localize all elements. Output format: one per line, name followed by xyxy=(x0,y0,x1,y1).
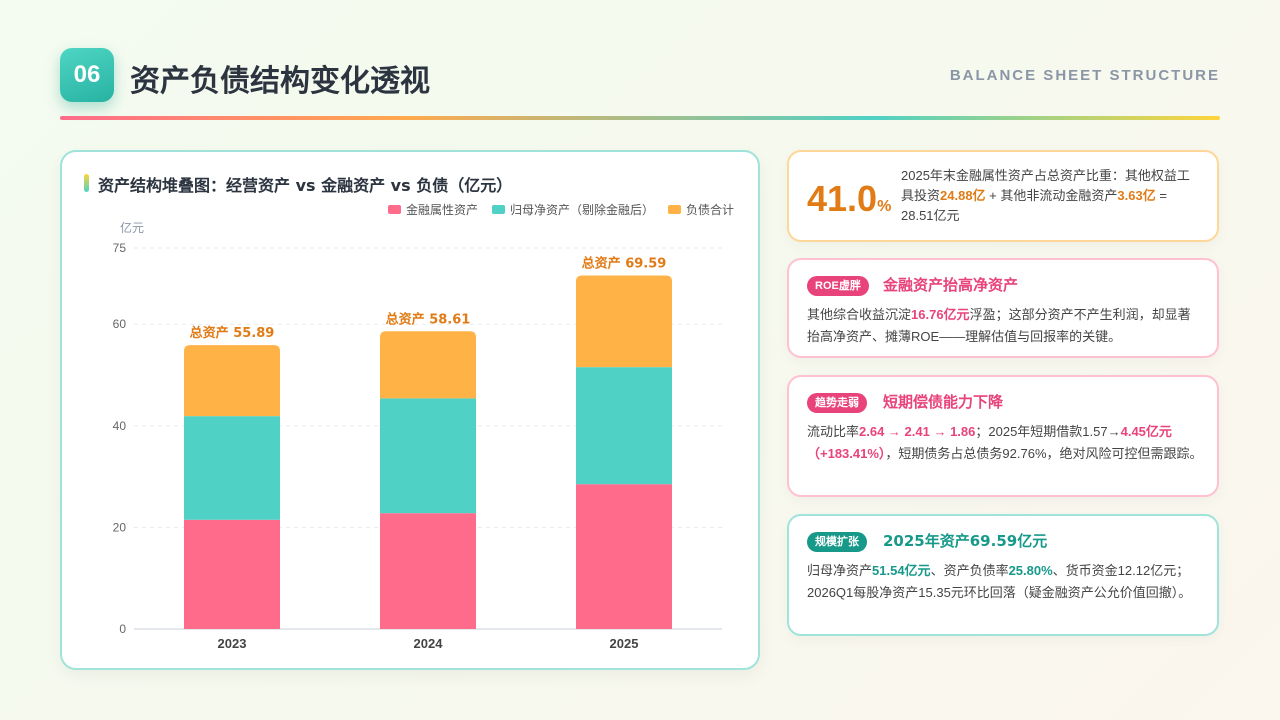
insight-card-scale: 规模扩张 2025年资产69.59亿元 归母净资产51.54亿元、资产负债率25… xyxy=(787,514,1219,636)
card-body: 归母净资产51.54亿元、资产负债率25.80%、货币资金12.12亿元；202… xyxy=(807,563,1192,600)
legend-swatch-orange xyxy=(667,205,681,214)
card-body: 其他综合收益沉淀16.76亿元浮盈；这部分资产不产生利润，却显著抬高净资产、摊薄… xyxy=(807,307,1191,344)
x-tick-label: 2023 xyxy=(218,636,247,651)
card-tag: 规模扩张 xyxy=(807,532,867,552)
total-label: 总资产 55.89 xyxy=(190,325,275,341)
legend-swatch-teal xyxy=(491,205,505,214)
card-heading: 短期偿债能力下降 xyxy=(883,393,1004,411)
legend-label: 金融属性资产 xyxy=(405,203,478,217)
bar-segment xyxy=(576,367,672,485)
insight-card-roe: ROE虚胖 金融资产抬高净资产 其他综合收益沉淀16.76亿元浮盈；这部分资产不… xyxy=(787,258,1219,358)
bar-segment xyxy=(380,398,476,514)
stat-value: 41.0% xyxy=(807,178,892,219)
bar-segment xyxy=(184,416,280,520)
page-title: 资产负债结构变化透视 xyxy=(130,64,430,99)
insight-card-liquidity: 趋势走弱 短期偿债能力下降 流动比率2.64 → 2.41 → 1.86；202… xyxy=(787,375,1219,497)
title-divider xyxy=(60,116,1220,120)
bar-segment xyxy=(184,345,280,417)
stat-card: 41.0% 2025年末金融属性资产占总资产比重：其他权益工具投资24.88亿 … xyxy=(787,150,1219,242)
total-label: 总资产 58.61 xyxy=(386,311,471,327)
legend-item-financial: 金融属性资产 xyxy=(387,201,478,218)
x-tick-label: 2025 xyxy=(610,636,639,651)
card-tag: 趋势走弱 xyxy=(807,393,867,413)
section-number-badge: 06 xyxy=(60,48,114,102)
chart-card: 资产结构堆叠图：经营资产 vs 金融资产 vs 负债（亿元） 金融属性资产 归母… xyxy=(60,150,760,670)
legend-label: 负债合计 xyxy=(685,203,734,217)
legend-item-equity: 归母净资产（剔除金融后） xyxy=(491,201,654,218)
bar-segment xyxy=(380,513,476,629)
chart-title: 资产结构堆叠图：经营资产 vs 金融资产 vs 负债（亿元） xyxy=(98,176,513,195)
total-label: 总资产 69.59 xyxy=(582,255,667,271)
stacked-bar-chart: 亿元 0 20 40 60 75 总资产 55.89 2023 总资产 58.61 2024 总资产… xyxy=(113,220,722,651)
legend-swatch-pink xyxy=(387,205,401,214)
y-tick-label: 60 xyxy=(113,317,127,331)
page-subtitle: BALANCE SHEET STRUCTURE xyxy=(949,67,1220,84)
card-heading: 金融资产抬高净资产 xyxy=(883,276,1019,294)
stat-description: 2025年末金融属性资产占总资产比重：其他权益工具投资24.88亿 + 其他非流… xyxy=(901,168,1190,223)
card-body: 流动比率2.64 → 2.41 → 1.86；2025年短期借款1.57→4.4… xyxy=(807,424,1203,461)
y-tick-label: 40 xyxy=(113,419,127,433)
card-heading: 2025年资产69.59亿元 xyxy=(883,532,1048,550)
legend-item-liabilities: 负债合计 xyxy=(667,201,734,218)
legend-label: 归母净资产（剔除金融后） xyxy=(509,203,654,217)
bar-segment xyxy=(380,331,476,399)
card-tag: ROE虚胖 xyxy=(807,276,869,296)
chart-legend: 金融属性资产 归母净资产（剔除金融后） 负债合计 xyxy=(387,201,734,218)
y-tick-label: 20 xyxy=(113,520,127,534)
y-tick-label: 0 xyxy=(119,622,126,636)
bar-segment xyxy=(576,275,672,368)
y-tick-label: 75 xyxy=(113,241,127,255)
bar-segment xyxy=(576,484,672,629)
bar-segment xyxy=(184,519,280,629)
x-tick-label: 2024 xyxy=(414,636,444,651)
chart-title-accent xyxy=(84,174,89,192)
y-axis-unit-label: 亿元 xyxy=(120,220,144,235)
